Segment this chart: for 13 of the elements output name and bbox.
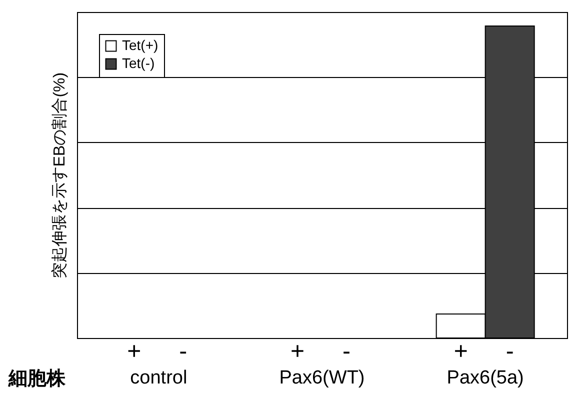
legend-label: Tet(-) [122,55,155,71]
annotation: + [454,338,468,365]
x-tick-label: control [130,368,188,388]
annotation: + [290,338,305,365]
annotation: + [127,338,142,365]
legend-label: Tet(+) [122,37,158,53]
annotation: - [342,338,350,365]
y-axis-title: 突起伸張を示すEBの割合(%) [50,72,68,279]
x-axis-title: 細胞株 [8,368,66,390]
annotation: - [179,338,188,365]
x-tick-label: Pax6(5a) [446,368,524,388]
annotation: - [506,338,514,365]
x-tick-label: Pax6(WT) [279,368,365,388]
